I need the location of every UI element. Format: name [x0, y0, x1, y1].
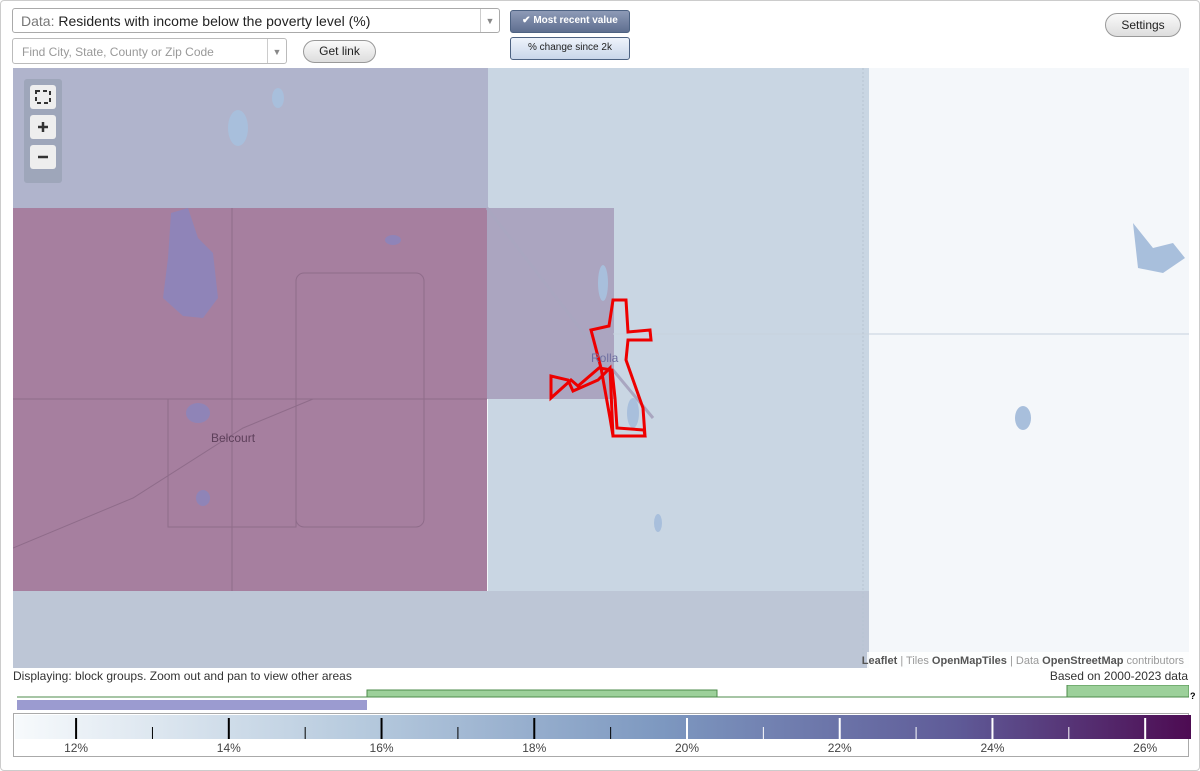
legend-tick-label: 18% — [522, 741, 546, 755]
attribution-part: contributors — [1123, 655, 1184, 667]
map[interactable]: Rolla Belcourt Leaflet | Tiles OpenMapTi… — [13, 68, 1189, 668]
legend-gradient — [15, 715, 1191, 739]
legend-tick-label: 26% — [1133, 741, 1157, 755]
most-recent-label: Most recent value — [533, 15, 618, 26]
data-years: Based on 2000-2023 data — [1049, 669, 1188, 683]
search-placeholder: Find City, State, County or Zip Code — [22, 45, 214, 59]
selected-area[interactable] — [549, 298, 653, 438]
zoom-in-icon — [38, 122, 48, 132]
status-text: Displaying: block groups. Zoom out and p… — [13, 669, 352, 683]
data-select[interactable]: Data: Residents with income below the po… — [12, 8, 500, 33]
lakes — [163, 208, 401, 506]
legend-tick-label: 24% — [980, 741, 1004, 755]
data-value: Residents with income below the poverty … — [58, 13, 371, 29]
legend-tick-label: 22% — [828, 741, 852, 755]
dropdown-arrow: ▼ — [267, 39, 286, 63]
data-label: Data: — [21, 13, 55, 29]
legend-tick-label: 20% — [675, 741, 699, 755]
attribution-part: OpenStreetMap — [1042, 655, 1124, 667]
attribution-part: Leaflet — [862, 655, 898, 667]
selected-range — [17, 700, 367, 710]
place-label: Belcourt — [211, 431, 256, 445]
most-recent-toggle[interactable]: ✔ Most recent value — [510, 10, 630, 33]
attribution-bg — [867, 652, 1189, 668]
legend-tick-label: 12% — [64, 741, 88, 755]
legend-tick-label: 14% — [217, 741, 241, 755]
legend-tick-label: 16% — [370, 741, 394, 755]
place-label: Rolla — [591, 351, 619, 365]
help[interactable]: ? — [1190, 691, 1196, 701]
attribution: Leaflet | Tiles OpenMapTiles | Data Open… — [862, 655, 1185, 667]
attribution-part: | Tiles — [897, 655, 932, 667]
zoom-controls — [24, 79, 62, 183]
get-link-button[interactable]: Get link — [303, 40, 376, 63]
road — [485, 207, 655, 419]
distribution — [17, 685, 1189, 710]
fullscreen-button[interactable] — [30, 85, 56, 109]
change-toggle[interactable]: % change since 2k — [510, 37, 630, 60]
lakes — [228, 88, 1185, 532]
region — [487, 208, 614, 399]
attribution-part: | Data — [1007, 655, 1042, 667]
search-box[interactable]: Find City, State, County or Zip Code ▼ — [12, 38, 287, 64]
legend: 12% 14% 16% 18% 20% 22% 24% 26% — [15, 715, 1191, 755]
attribution-part: OpenMapTiles — [932, 655, 1007, 667]
fullscreen-icon — [35, 90, 51, 104]
region — [13, 68, 488, 208]
region — [13, 591, 869, 668]
settings-button[interactable]: Settings — [1105, 13, 1181, 37]
dropdown-arrow: ▼ — [480, 9, 499, 32]
distribution-steps — [17, 685, 1189, 698]
boundaries — [13, 208, 487, 591]
